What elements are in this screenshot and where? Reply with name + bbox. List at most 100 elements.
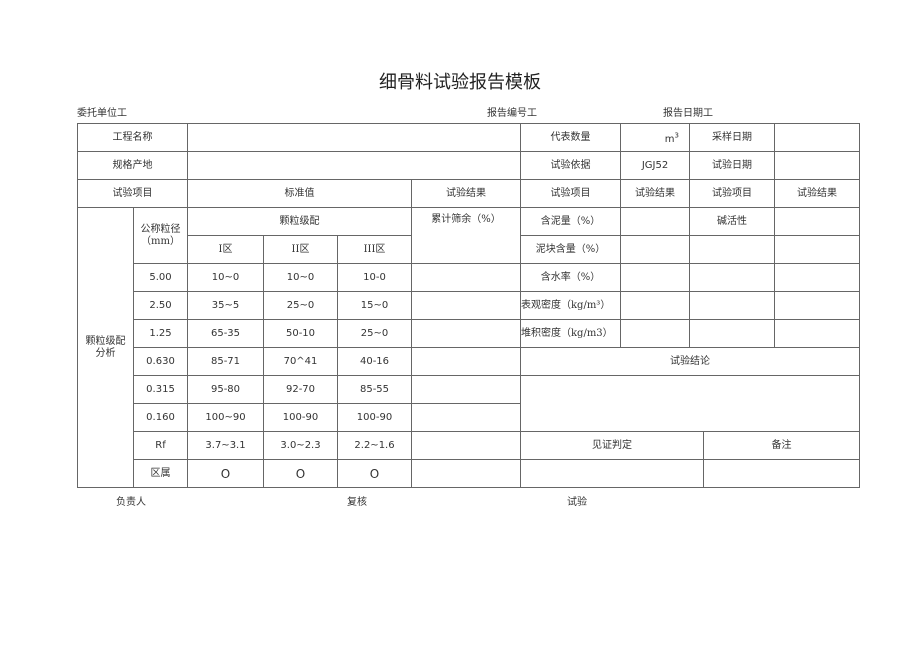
- test-date-field[interactable]: [774, 151, 860, 180]
- blank-cell[interactable]: [689, 291, 775, 320]
- size-cell: 0.160: [133, 403, 188, 432]
- zone-2-cell: 70^41: [263, 347, 338, 376]
- quantity-unit: m3: [664, 131, 679, 145]
- zone-2-cell: 25~0: [263, 291, 338, 320]
- alkali-result[interactable]: [774, 207, 860, 236]
- project-name-field[interactable]: [187, 123, 521, 152]
- cumulative-cell[interactable]: [411, 291, 521, 320]
- cumulative-cell[interactable]: [411, 375, 521, 404]
- zone-3-cell: O: [337, 459, 412, 488]
- zone-1-cell: 10~0: [187, 263, 264, 292]
- cumulative-cell[interactable]: [411, 431, 521, 460]
- apparent-density-label: 表观密度（kg/m³）: [520, 291, 621, 320]
- col-result-header: 试验结果: [774, 179, 860, 208]
- conclusion-field[interactable]: [520, 375, 860, 432]
- zone-1-cell: 85-71: [187, 347, 264, 376]
- bulk-density-label: 堆积密度（kg/m3）: [520, 319, 621, 348]
- quantity-label: 代表数量: [520, 123, 621, 152]
- size-cell: 5.00: [133, 263, 188, 292]
- basis-label: 试验依据: [520, 151, 621, 180]
- alkali-label: 碱活性: [689, 207, 775, 236]
- cumulative-cell[interactable]: [411, 459, 521, 488]
- report-table: 工程名称 代表数量 m3 采样日期 规格产地 试验依据 JGJ52 试验日期 试…: [77, 123, 860, 488]
- zone-3-cell: 10-0: [337, 263, 412, 292]
- zone-1-cell: 95-80: [187, 375, 264, 404]
- col-item-header: 试验项目: [689, 179, 775, 208]
- size-cell: 0.630: [133, 347, 188, 376]
- zone-2-cell: 3.0~2.3: [263, 431, 338, 460]
- size-cell: Rf: [133, 431, 188, 460]
- spec-origin-label: 规格产地: [77, 151, 188, 180]
- zone-3-cell: 40-16: [337, 347, 412, 376]
- zone-1-cell: 65-35: [187, 319, 264, 348]
- clay-lump-result[interactable]: [620, 235, 690, 264]
- size-cell: 2.50: [133, 291, 188, 320]
- zone-1-cell: O: [187, 459, 264, 488]
- cumulative-cell[interactable]: [411, 347, 521, 376]
- test-date-label: 试验日期: [689, 151, 775, 180]
- zone-1-cell: 100~90: [187, 403, 264, 432]
- moisture-label: 含水率（%）: [520, 263, 621, 292]
- col-result-header: 试验结果: [411, 179, 521, 208]
- zone-1-cell: 35~5: [187, 291, 264, 320]
- zone-2-cell: 50-10: [263, 319, 338, 348]
- blank-cell[interactable]: [689, 263, 775, 292]
- size-header: 公称粒径（mm）: [133, 207, 188, 264]
- basis-value[interactable]: JGJ52: [620, 151, 690, 180]
- sampling-date-label: 采样日期: [689, 123, 775, 152]
- moisture-result[interactable]: [620, 263, 690, 292]
- size-cell: 0.315: [133, 375, 188, 404]
- zone-3-cell: 2.2~1.6: [337, 431, 412, 460]
- blank-cell[interactable]: [689, 319, 775, 348]
- zone-3-header: III区: [337, 235, 412, 264]
- zone-2-header: II区: [263, 235, 338, 264]
- cumulative-cell[interactable]: [411, 263, 521, 292]
- col-result-header: 试验结果: [620, 179, 690, 208]
- remarks-field[interactable]: [703, 459, 860, 488]
- zone-2-cell: 100-90: [263, 403, 338, 432]
- blank-cell[interactable]: [774, 235, 860, 264]
- zone-2-cell: 10~0: [263, 263, 338, 292]
- client-label: 委托单位工: [77, 108, 127, 119]
- conclusion-label: 试验结论: [520, 347, 860, 376]
- report-number-label: 报告编号工: [487, 108, 537, 119]
- cumulative-header: 累计筛余（%）: [411, 207, 521, 264]
- witness-label: 见证判定: [520, 431, 704, 460]
- clay-lump-label: 泥块含量（%）: [520, 235, 621, 264]
- tester-label: 试验: [567, 497, 587, 508]
- zone-3-cell: 100-90: [337, 403, 412, 432]
- reviewer-label: 复核: [347, 497, 367, 508]
- blank-cell[interactable]: [774, 319, 860, 348]
- page-title: 细骨料试验报告模板: [379, 72, 541, 93]
- sampling-date-field[interactable]: [774, 123, 860, 152]
- blank-cell[interactable]: [774, 263, 860, 292]
- spec-origin-field[interactable]: [187, 151, 521, 180]
- zone-2-cell: 92-70: [263, 375, 338, 404]
- zone-3-cell: 15~0: [337, 291, 412, 320]
- zone-1-header: I区: [187, 235, 264, 264]
- remarks-label: 备注: [703, 431, 860, 460]
- col-item-header: 试验项目: [77, 179, 188, 208]
- size-cell: 区属: [133, 459, 188, 488]
- bulk-density-result[interactable]: [620, 319, 690, 348]
- report-date-label: 报告日期工: [663, 108, 713, 119]
- grading-section-label: 颗粒级配分析: [77, 207, 134, 488]
- grading-header: 颗粒级配: [187, 207, 412, 236]
- zone-3-cell: 25~0: [337, 319, 412, 348]
- witness-field[interactable]: [520, 459, 704, 488]
- zone-1-cell: 3.7~3.1: [187, 431, 264, 460]
- size-cell: 1.25: [133, 319, 188, 348]
- cumulative-cell[interactable]: [411, 403, 521, 432]
- apparent-density-result[interactable]: [620, 291, 690, 320]
- zone-3-cell: 85-55: [337, 375, 412, 404]
- cumulative-cell[interactable]: [411, 319, 521, 348]
- responsible-label: 负责人: [116, 497, 146, 508]
- zone-2-cell: O: [263, 459, 338, 488]
- project-name-label: 工程名称: [77, 123, 188, 152]
- blank-cell[interactable]: [774, 291, 860, 320]
- col-standard-header: 标准值: [187, 179, 412, 208]
- blank-cell[interactable]: [689, 235, 775, 264]
- quantity-field[interactable]: m3: [620, 123, 690, 152]
- mud-result[interactable]: [620, 207, 690, 236]
